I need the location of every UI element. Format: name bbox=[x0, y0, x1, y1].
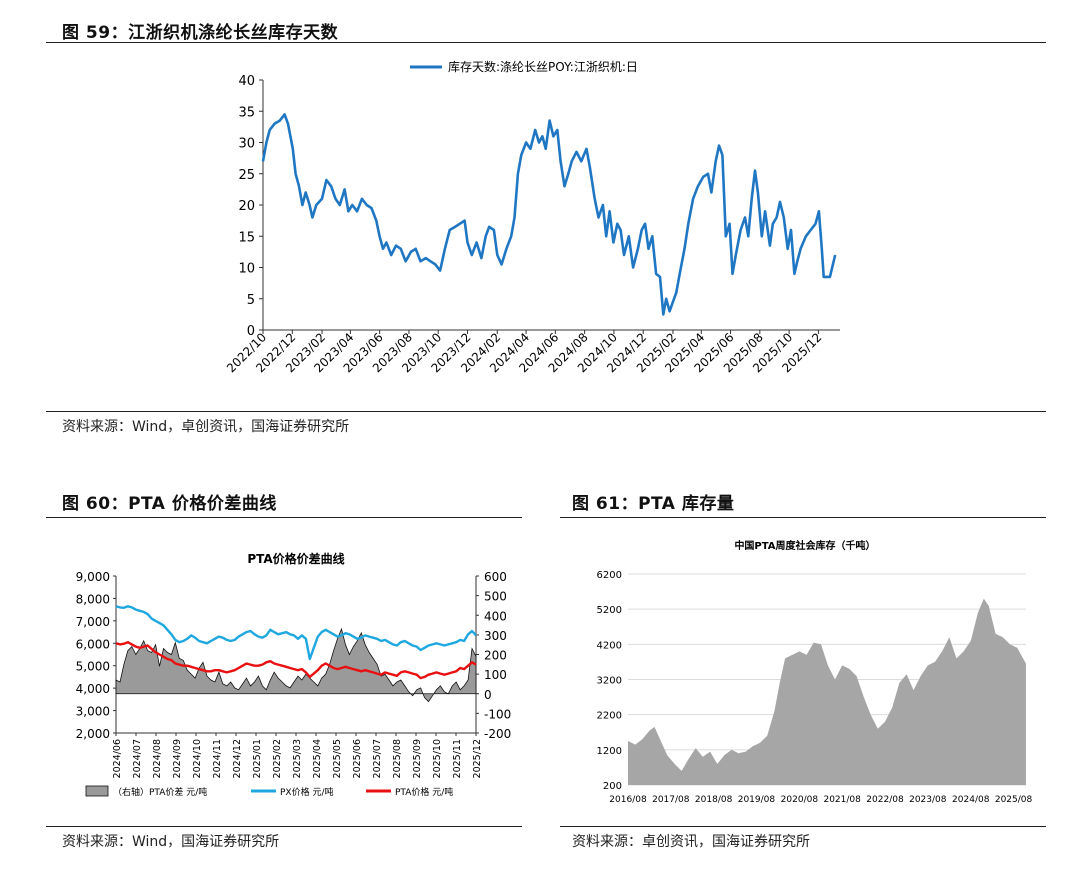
fig61-x-tick-label: 2019/08 bbox=[738, 795, 776, 805]
fig60-series-area bbox=[115, 627, 477, 703]
fig59-y-tick-label: 20 bbox=[238, 199, 255, 214]
fig60-y-tick-label-right: 100 bbox=[484, 668, 507, 682]
fig61-y-tick-label: 3200 bbox=[597, 676, 622, 687]
fig60-y-tick-label-left: 8,000 bbox=[76, 592, 110, 606]
fig60-y-tick-label-right: -100 bbox=[484, 707, 511, 721]
fig60-legend-label-spread: （右轴）PTA价差 元/吨 bbox=[113, 786, 207, 798]
fig60-y-tick-label-left: 6,000 bbox=[76, 637, 110, 651]
fig60-y-tick-label-right: 300 bbox=[484, 629, 507, 643]
fig60-chart-title: PTA价格价差曲线 bbox=[247, 551, 344, 566]
fig60-bottom-rule bbox=[46, 826, 522, 827]
fig60-x-tick-label: 2024/06 bbox=[112, 739, 123, 778]
fig60-x-tick-label: 2025/11 bbox=[452, 739, 463, 778]
fig60-x-tick-label: 2025/06 bbox=[352, 739, 363, 778]
fig60-legend-swatch-spread bbox=[85, 785, 109, 797]
fig59-y-tick-label: 35 bbox=[238, 105, 255, 120]
fig60-y-tick-label-right: 200 bbox=[484, 649, 507, 663]
fig60-x-tick-label: 2025/09 bbox=[412, 739, 423, 778]
fig60-x-tick-label: 2025/07 bbox=[372, 739, 383, 778]
fig60-y-tick-label-right: 600 bbox=[484, 570, 507, 584]
fig59-chart: 05101520253035402022/102022/122023/02202… bbox=[224, 59, 840, 375]
fig59-y-tick-label: 15 bbox=[238, 230, 255, 245]
fig60-y-tick-label-right: -200 bbox=[484, 727, 511, 741]
fig60-y-tick-label-left: 3,000 bbox=[76, 705, 110, 719]
fig61-x-tick-label: 2020/08 bbox=[781, 795, 819, 805]
fig61-x-tick-label: 2022/08 bbox=[866, 795, 904, 805]
fig59-bottom-rule bbox=[46, 411, 1046, 412]
fig59-series-line bbox=[261, 113, 837, 316]
fig61-x-tick-label: 2024/08 bbox=[952, 795, 990, 805]
fig59-source: 资料来源：Wind，卓创资讯，国海证券研究所 bbox=[62, 419, 350, 435]
fig60-x-tick-label: 2025/01 bbox=[252, 739, 263, 778]
fig60-series-line-pta bbox=[115, 641, 477, 680]
fig61-x-tick-label: 2018/08 bbox=[695, 795, 733, 805]
fig60-source: 资料来源：Wind，国海证券研究所 bbox=[62, 834, 280, 850]
fig60-x-tick-label: 2025/05 bbox=[332, 739, 343, 778]
fig60-x-tick-label: 2025/04 bbox=[312, 739, 323, 778]
fig59-y-tick-label: 10 bbox=[238, 262, 255, 277]
fig60-x-tick-label: 2025/10 bbox=[432, 739, 443, 778]
fig61-title: 图 61：PTA 库存量 bbox=[572, 494, 735, 514]
fig61-y-tick-label: 6200 bbox=[597, 570, 622, 581]
fig60-title: 图 60：PTA 价格价差曲线 bbox=[62, 494, 277, 514]
fig61-series-area bbox=[628, 598, 1026, 785]
fig60-x-tick-label: 2025/02 bbox=[272, 739, 283, 778]
fig59-top-rule bbox=[46, 42, 1046, 43]
fig60-legend-label-px: PX价格 元/吨 bbox=[280, 786, 334, 798]
fig59-y-tick-label: 40 bbox=[238, 74, 255, 89]
fig61-y-tick-label: 4200 bbox=[597, 640, 622, 651]
fig60-chart: PTA价格价差曲线 2,000 3,000 4,000 5,000 6,000 7,000 8… bbox=[76, 551, 512, 798]
fig60-x-tick-label: 2024/11 bbox=[212, 739, 223, 778]
fig61-chart-title: 中国PTA周度社会库存（千吨） bbox=[734, 539, 875, 552]
fig60-x-tick-label: 2024/10 bbox=[192, 739, 203, 778]
fig61-y-tick-label: 5200 bbox=[597, 605, 622, 616]
fig61-top-rule bbox=[560, 517, 1046, 518]
fig60-x-tick-label: 2025/12 bbox=[472, 739, 483, 778]
fig61-y-tick-label: 2200 bbox=[597, 711, 622, 722]
fig60-y-tick-label-right: 400 bbox=[484, 609, 507, 623]
fig60-x-tick-label: 2024/08 bbox=[152, 739, 163, 778]
fig61-x-tick-label: 2021/08 bbox=[823, 795, 861, 805]
fig59-y-tick-label: 0 bbox=[247, 324, 255, 339]
fig61-bottom-rule bbox=[560, 826, 1046, 827]
fig60-y-tick-label-right: 0 bbox=[484, 688, 492, 702]
fig60-legend-label-pta: PTA价格 元/吨 bbox=[395, 786, 453, 798]
fig60-y-tick-label-right: 500 bbox=[484, 590, 507, 604]
fig61-x-tick-label: 2016/08 bbox=[609, 795, 647, 805]
fig61-x-tick-label: 2025/08 bbox=[995, 795, 1033, 805]
fig61-x-tick-label: 2023/08 bbox=[909, 795, 947, 805]
fig60-x-tick-label: 2024/07 bbox=[132, 739, 143, 778]
fig60-x-tick-label: 2024/12 bbox=[232, 739, 243, 778]
fig59-title: 图 59：江浙织机涤纶长丝库存天数 bbox=[62, 23, 339, 43]
fig60-top-rule bbox=[46, 517, 522, 518]
fig61-chart: 中国PTA周度社会库存（千吨） 200 1200 2200 3200 4200 5200 62… bbox=[597, 539, 1033, 805]
fig60-y-tick-label-left: 4,000 bbox=[76, 682, 110, 696]
fig59-y-tick-label: 25 bbox=[238, 168, 255, 183]
fig60-x-tick-label: 2025/03 bbox=[292, 739, 303, 778]
fig60-x-tick-label: 2024/09 bbox=[172, 739, 183, 778]
fig61-y-tick-label: 200 bbox=[603, 781, 622, 792]
fig59-y-tick-label: 30 bbox=[238, 137, 255, 152]
fig60-y-tick-label-left: 2,000 bbox=[76, 727, 110, 741]
fig60-x-tick-label: 2025/08 bbox=[392, 739, 403, 778]
fig60-y-tick-label-left: 5,000 bbox=[76, 660, 110, 674]
fig60-y-tick-label-left: 7,000 bbox=[76, 615, 110, 629]
fig59-legend-label: 库存天数:涤纶长丝POY:江浙织机:日 bbox=[448, 59, 638, 74]
fig61-y-tick-label: 1200 bbox=[597, 746, 622, 757]
fig59-y-tick-label: 5 bbox=[247, 293, 255, 308]
fig60-y-tick-label-left: 9,000 bbox=[76, 570, 110, 584]
fig60-series-line-px bbox=[115, 605, 477, 661]
fig61-x-tick-label: 2017/08 bbox=[652, 795, 690, 805]
fig61-source: 资料来源：卓创资讯，国海证券研究所 bbox=[572, 834, 810, 850]
